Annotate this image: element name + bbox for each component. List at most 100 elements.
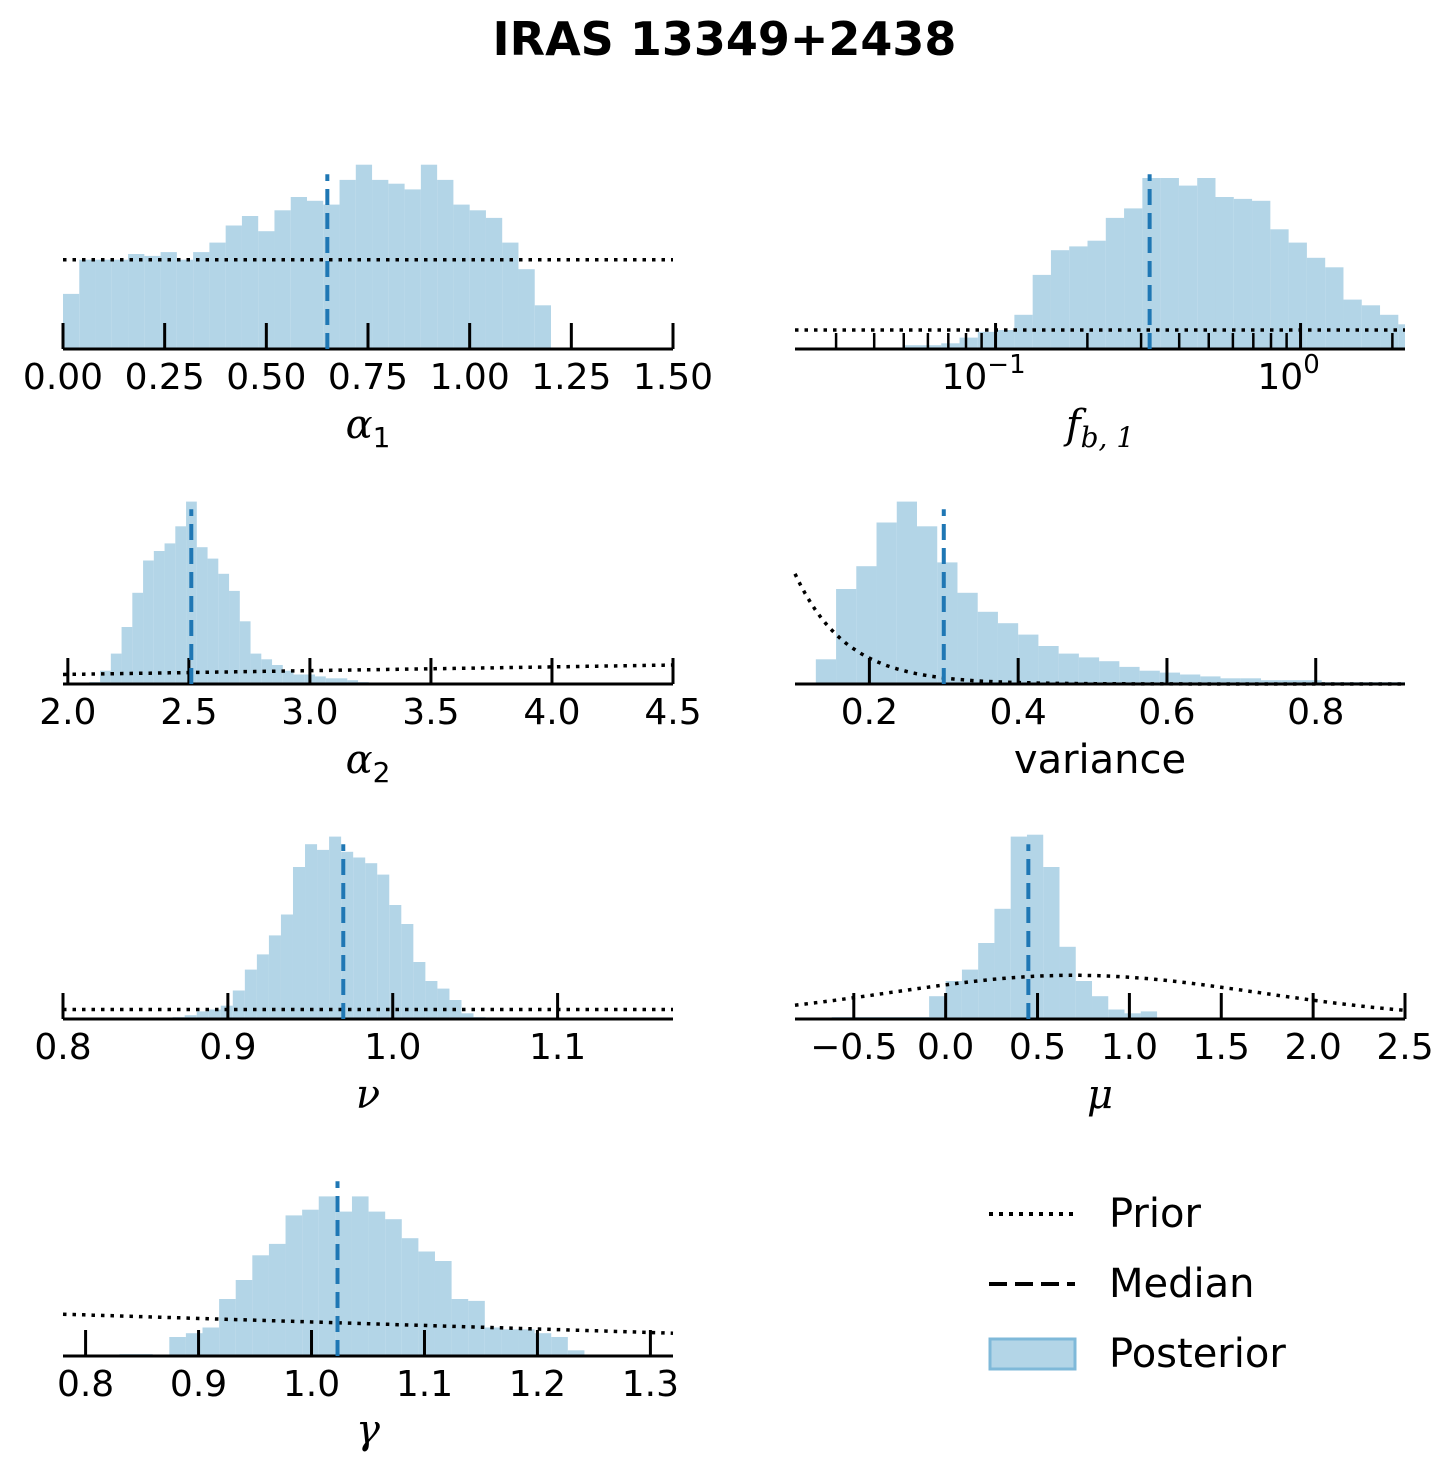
posterior-bar <box>1099 661 1120 684</box>
legend-item-median: Median <box>985 1255 1405 1315</box>
x-tick-label: 1.2 <box>509 1364 566 1405</box>
posterior-bar <box>922 345 942 349</box>
posterior-bar <box>244 969 257 1019</box>
x-tick-label: 2.5 <box>1376 1027 1433 1068</box>
legend-swatch-prior <box>989 1212 1075 1216</box>
posterior-bar <box>229 590 240 684</box>
posterior-bar <box>282 670 294 684</box>
posterior-bar <box>1361 305 1381 349</box>
posterior-bar <box>176 259 194 349</box>
posterior-bar <box>1325 267 1344 349</box>
x-tick-label: 10−1 <box>941 350 1025 398</box>
x-tick-label: 0.75 <box>328 357 408 398</box>
figure-title: IRAS 13349+2438 <box>492 12 957 66</box>
posterior-bar <box>836 589 857 684</box>
posterior-bar <box>1159 672 1181 684</box>
x-tick-exponent: 0 <box>1303 350 1320 380</box>
xlabel-fb1: fb, 1 <box>1065 402 1135 454</box>
posterior-bar <box>1124 1013 1141 1019</box>
posterior-bar <box>929 996 946 1019</box>
posterior-bar <box>293 674 305 684</box>
x-tick-label: 2.0 <box>1284 1027 1341 1068</box>
x-tick-label: 0.9 <box>199 1027 256 1068</box>
x-tick-label: 0.8 <box>34 1027 91 1068</box>
posterior-bar <box>1078 657 1100 684</box>
x-tick-label: 0.4 <box>990 692 1047 733</box>
posterior-bar <box>196 547 208 684</box>
posterior-bar <box>437 179 454 349</box>
posterior-bar <box>1108 1009 1125 1019</box>
x-tick-label: 0.0 <box>917 1027 974 1068</box>
posterior-bar <box>1197 178 1216 349</box>
panel-mu: −0.5 0.0 0.5 1.0 1.5 2.0 2.5 <box>794 834 1434 1068</box>
prior-curve <box>62 1312 674 1335</box>
posterior-bar <box>1240 678 1261 684</box>
panel-alpha1: 0.00 0.25 0.50 0.75 1.00 1.25 1.50 <box>23 164 713 398</box>
posterior-bar <box>132 592 144 684</box>
posterior-bar <box>1010 836 1027 1019</box>
posterior-bar <box>437 988 450 1019</box>
posterior-bar <box>153 551 165 684</box>
posterior-bar <box>945 981 962 1019</box>
posterior-bar <box>1105 217 1125 349</box>
posterior-bar <box>351 1196 369 1356</box>
posterior-bar <box>1075 981 1093 1019</box>
posterior-bar <box>292 867 306 1019</box>
posterior-bar <box>388 183 405 349</box>
posterior-bar <box>290 197 307 349</box>
posterior-bar <box>1180 674 1201 684</box>
x-tick-label: 1.25 <box>531 357 611 398</box>
posterior-bar <box>1252 200 1271 349</box>
x-tick-label: 0.5 <box>1009 1027 1066 1068</box>
posterior-bar <box>551 1337 568 1356</box>
x-tick-label: 0.8 <box>1287 692 1344 733</box>
xlabel-mu: μ <box>1087 1072 1113 1118</box>
posterior-bar <box>377 874 390 1019</box>
posterior-bar <box>418 1251 435 1356</box>
posterior-bar <box>1160 178 1179 349</box>
posterior-bar <box>219 1299 236 1356</box>
posterior-bar <box>1260 680 1282 684</box>
posterior-bar <box>876 522 897 684</box>
posterior-bar <box>208 1009 221 1019</box>
x-tick-label: 4.5 <box>644 692 701 733</box>
posterior-bar <box>453 204 470 349</box>
posterior-bar <box>232 990 245 1019</box>
posterior-bar <box>100 670 111 684</box>
posterior-bar <box>896 501 917 684</box>
xlabel-nu: ν <box>355 1072 381 1118</box>
posterior-bar <box>186 501 197 684</box>
x-tick-label: 1.50 <box>633 357 713 398</box>
posterior-bar <box>997 623 1019 684</box>
x-tick-label: 0.9 <box>170 1364 227 1405</box>
posterior-bar <box>961 969 979 1019</box>
x-tick-label: 1.1 <box>529 1027 586 1068</box>
x-tick-label: 1.1 <box>396 1364 453 1405</box>
x-tick-label: 0.6 <box>1138 692 1195 733</box>
posterior-bar <box>469 210 486 349</box>
posterior-bar <box>425 981 438 1019</box>
posterior-bar <box>1092 996 1109 1019</box>
legend-label-prior: Prior <box>1109 1191 1201 1237</box>
posterior-bar <box>196 1011 209 1019</box>
posterior-bar <box>95 259 112 349</box>
x-tick-label: 0.8 <box>57 1364 114 1405</box>
posterior-bar <box>904 345 923 349</box>
posterior-bar <box>1233 198 1253 349</box>
x-tick-label: 3.5 <box>402 692 459 733</box>
posterior-bar <box>202 1327 220 1356</box>
posterior-bar <box>468 1300 485 1356</box>
posterior-bar <box>218 573 230 684</box>
posterior-bar <box>305 844 318 1019</box>
posterior-bar <box>235 1280 253 1356</box>
posterior-bar <box>1220 678 1241 684</box>
x-tick-label: 1.0 <box>283 1364 340 1405</box>
posterior-bar <box>1380 314 1399 349</box>
posterior-bar <box>461 1013 474 1019</box>
posterior-bar <box>355 164 373 349</box>
posterior-bar <box>1069 246 1088 349</box>
legend-label-posterior: Posterior <box>1109 1331 1286 1377</box>
posterior-bar <box>268 935 281 1019</box>
panel-gamma: 0.8 0.9 1.0 1.1 1.2 1.3 <box>57 1181 679 1405</box>
